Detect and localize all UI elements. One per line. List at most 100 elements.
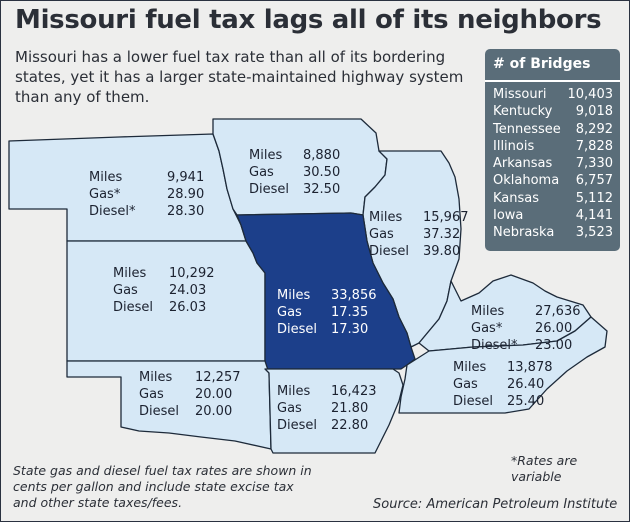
bridges-row: Nebraska 3,523: [485, 224, 620, 241]
nebraska-diesel-label: Diesel*: [89, 204, 136, 219]
bridges-state: Iowa: [493, 208, 524, 224]
kentucky-miles-value: 27,636: [535, 304, 581, 319]
state-label-nebraska: Miles 9,941 Gas* 28.90 Diesel* 28.30: [89, 169, 204, 220]
bridges-state: Nebraska: [493, 225, 555, 241]
tennessee-diesel-value: 25.40: [507, 394, 545, 409]
bridges-row: Kentucky 9,018: [485, 103, 620, 120]
bridges-header: # of Bridges: [485, 49, 620, 82]
bridges-count: 8,292: [575, 121, 613, 137]
iowa-gas-label: Gas: [249, 165, 274, 180]
bridges-row: Kansas 5,112: [485, 190, 620, 207]
state-label-iowa: Miles 8,880 Gas 30.50 Diesel 32.50: [249, 147, 340, 198]
tennessee-miles-label: Miles: [453, 360, 487, 375]
bridges-state: Illinois: [493, 138, 535, 154]
state-label-kentucky: Miles 27,636 Gas* 26.00 Diesel* 23.00: [471, 303, 581, 354]
arkansas-diesel-value: 22.80: [331, 418, 369, 433]
arkansas-diesel-label: Diesel: [277, 418, 318, 433]
arkansas-miles-label: Miles: [277, 384, 311, 399]
oklahoma-miles-label: Miles: [139, 370, 173, 385]
bridges-state: Missouri: [493, 87, 547, 102]
bridges-count: 4,141: [575, 208, 613, 224]
bridges-count: 3,523: [575, 225, 613, 241]
missouri-shape: [236, 212, 416, 370]
iowa-diesel-value: 32.50: [303, 182, 341, 197]
kansas-gas-value: 24.03: [169, 283, 207, 298]
illinois-gas-label: Gas: [369, 227, 394, 242]
state-label-arkansas: Miles 16,423 Gas 21.80 Diesel 22.80: [277, 383, 377, 434]
bridges-count: 7,330: [575, 156, 613, 172]
arkansas-miles-value: 16,423: [331, 384, 377, 399]
oklahoma-diesel-label: Diesel: [139, 404, 180, 419]
missouri-gas-label: Gas: [277, 305, 302, 320]
kentucky-diesel-value: 23.00: [535, 338, 573, 353]
nebraska-diesel-value: 28.30: [167, 204, 205, 219]
state-label-missouri: Miles 33,856 Gas 17.35 Diesel 17.30: [277, 287, 377, 338]
arkansas-shape: [264, 368, 404, 454]
tennessee-gas-value: 26.40: [507, 377, 545, 392]
arkansas-gas-label: Gas: [277, 401, 302, 416]
missouri-miles-value: 33,856: [331, 288, 377, 303]
bridges-row: Tennessee 8,292: [485, 121, 620, 138]
missouri-miles-label: Miles: [277, 288, 311, 303]
kansas-diesel-label: Diesel: [113, 300, 154, 315]
bridges-state: Arkansas: [493, 156, 553, 172]
arkansas-gas-value: 21.80: [331, 401, 369, 416]
nebraska-miles-label: Miles: [89, 170, 123, 185]
kansas-diesel-value: 26.03: [169, 300, 207, 315]
bridges-list: Missouri 10,403 Kentucky 9,018 Tennessee 8,…: [485, 82, 620, 242]
missouri-diesel-label: Diesel: [277, 322, 318, 337]
kentucky-diesel-label: Diesel*: [471, 338, 518, 353]
bridges-count: 5,112: [575, 190, 613, 206]
variable-rates-note: *Rates are variable: [511, 453, 578, 484]
kentucky-gas-label: Gas*: [471, 321, 503, 336]
nebraska-miles-value: 9,941: [167, 170, 205, 185]
iowa-miles-label: Miles: [249, 148, 283, 163]
state-label-illinois: Miles 15,967 Gas 37.32 Diesel 39.80: [369, 209, 469, 260]
illinois-miles-label: Miles: [369, 210, 403, 225]
tennessee-miles-value: 13,878: [507, 360, 553, 375]
kentucky-gas-value: 26.00: [535, 321, 573, 336]
bridges-count: 10,403: [567, 87, 614, 102]
bridges-state: Kentucky: [493, 104, 553, 120]
missouri-gas-value: 17.35: [331, 305, 369, 320]
bridges-count: 6,757: [575, 173, 613, 189]
bridges-state: Kansas: [493, 190, 540, 206]
oklahoma-diesel-value: 20.00: [195, 404, 233, 419]
page-title: Missouri fuel tax lags all of its neighb…: [15, 5, 602, 35]
state-label-kansas: Miles 10,292 Gas 24.03 Diesel 26.03: [113, 265, 215, 316]
tennessee-gas-label: Gas: [453, 377, 478, 392]
subtitle: Missouri has a lower fuel tax rate than …: [15, 48, 464, 106]
bridges-count: 7,828: [575, 138, 613, 154]
bridges-count: 9,018: [575, 104, 613, 120]
kansas-miles-value: 10,292: [169, 266, 215, 281]
kansas-gas-label: Gas: [113, 283, 138, 298]
illinois-diesel-value: 39.80: [423, 244, 461, 259]
footnote: State gas and diesel fuel tax rates are …: [13, 463, 312, 510]
iowa-diesel-label: Diesel: [249, 182, 290, 197]
state-label-oklahoma: Miles 12,257 Gas 20.00 Diesel 20.00: [139, 369, 241, 420]
iowa-miles-value: 8,880: [303, 148, 341, 163]
missouri-diesel-value: 17.30: [331, 322, 369, 337]
bridges-panel: # of Bridges Missouri 10,403 Kentucky 9,01…: [485, 49, 620, 251]
state-label-tennessee: Miles 13,878 Gas 26.40 Diesel 25.40: [453, 359, 553, 410]
nebraska-gas-value: 28.90: [167, 187, 205, 202]
bridges-row: Iowa 4,141: [485, 207, 620, 224]
nebraska-gas-label: Gas*: [89, 187, 121, 202]
bridges-row: Illinois 7,828: [485, 138, 620, 155]
iowa-gas-value: 30.50: [303, 165, 341, 180]
bridges-row: Missouri 10,403: [485, 86, 620, 103]
source-note: Source: American Petroleum Institute: [373, 497, 618, 512]
tennessee-shape: [398, 316, 608, 414]
oklahoma-gas-value: 20.00: [195, 387, 233, 402]
kansas-miles-label: Miles: [113, 266, 147, 281]
illinois-miles-value: 15,967: [423, 210, 469, 225]
oklahoma-miles-value: 12,257: [195, 370, 241, 385]
bridges-state: Tennessee: [493, 121, 561, 137]
kentucky-miles-label: Miles: [471, 304, 505, 319]
bridges-row: Arkansas 7,330: [485, 155, 620, 172]
illinois-diesel-label: Diesel: [369, 244, 410, 259]
illinois-gas-value: 37.32: [423, 227, 461, 242]
bridges-row: Oklahoma 6,757: [485, 172, 620, 189]
